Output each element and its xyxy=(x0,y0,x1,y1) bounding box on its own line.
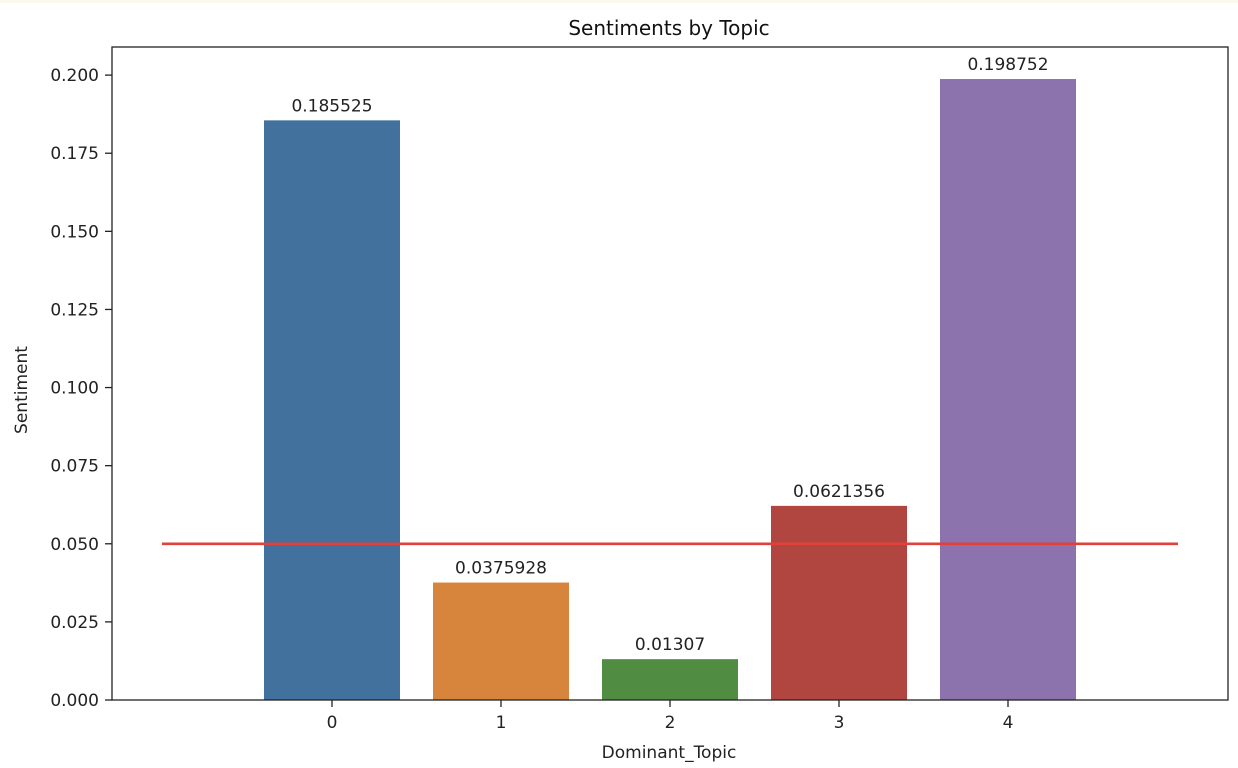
data-label-topic-4: 0.198752 xyxy=(967,55,1048,75)
axes-layer: 0.000 0.025 0.050 0.075 0.100 0.125 0.150 0.175… xyxy=(50,46,1229,733)
y-tick-label: 0.025 xyxy=(50,613,99,633)
x-tick-label: 4 xyxy=(1003,713,1014,733)
x-tick-label: 1 xyxy=(496,713,507,733)
y-tick-label: 0.075 xyxy=(50,457,99,477)
data-label-topic-2: 0.01307 xyxy=(635,635,705,655)
bar-topic-4 xyxy=(940,79,1076,701)
x-axis-label: Dominant_Topic xyxy=(602,743,737,763)
bars-layer: 0.185525 0.0375928 0.01307 0.0621356 0.19875… xyxy=(264,55,1076,701)
y-tick-label: 0.200 xyxy=(50,66,99,86)
y-tick-label: 0.000 xyxy=(50,691,99,711)
data-label-topic-3: 0.0621356 xyxy=(793,482,885,502)
y-tick-label: 0.050 xyxy=(50,535,99,555)
x-tick-label: 3 xyxy=(834,713,845,733)
bar-topic-0 xyxy=(264,120,400,700)
bar-topic-2 xyxy=(602,659,738,700)
data-label-topic-1: 0.0375928 xyxy=(455,559,547,579)
y-tick-label: 0.125 xyxy=(50,300,99,320)
x-tick-label: 0 xyxy=(327,713,338,733)
bar-topic-3 xyxy=(771,505,907,700)
y-axis-label: Sentiment xyxy=(12,346,32,434)
data-label-topic-0: 0.185525 xyxy=(291,96,372,116)
top-strip xyxy=(0,0,1238,3)
bar-topic-1 xyxy=(433,582,569,700)
y-tick-label: 0.175 xyxy=(50,144,99,164)
y-tick-label: 0.150 xyxy=(50,222,99,242)
x-tick-label: 2 xyxy=(665,713,676,733)
y-tick-label: 0.100 xyxy=(50,379,99,399)
chart-title: Sentiments by Topic xyxy=(568,16,769,40)
